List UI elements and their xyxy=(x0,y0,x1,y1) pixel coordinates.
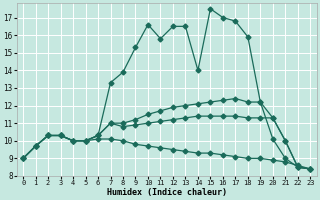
X-axis label: Humidex (Indice chaleur): Humidex (Indice chaleur) xyxy=(107,188,227,197)
